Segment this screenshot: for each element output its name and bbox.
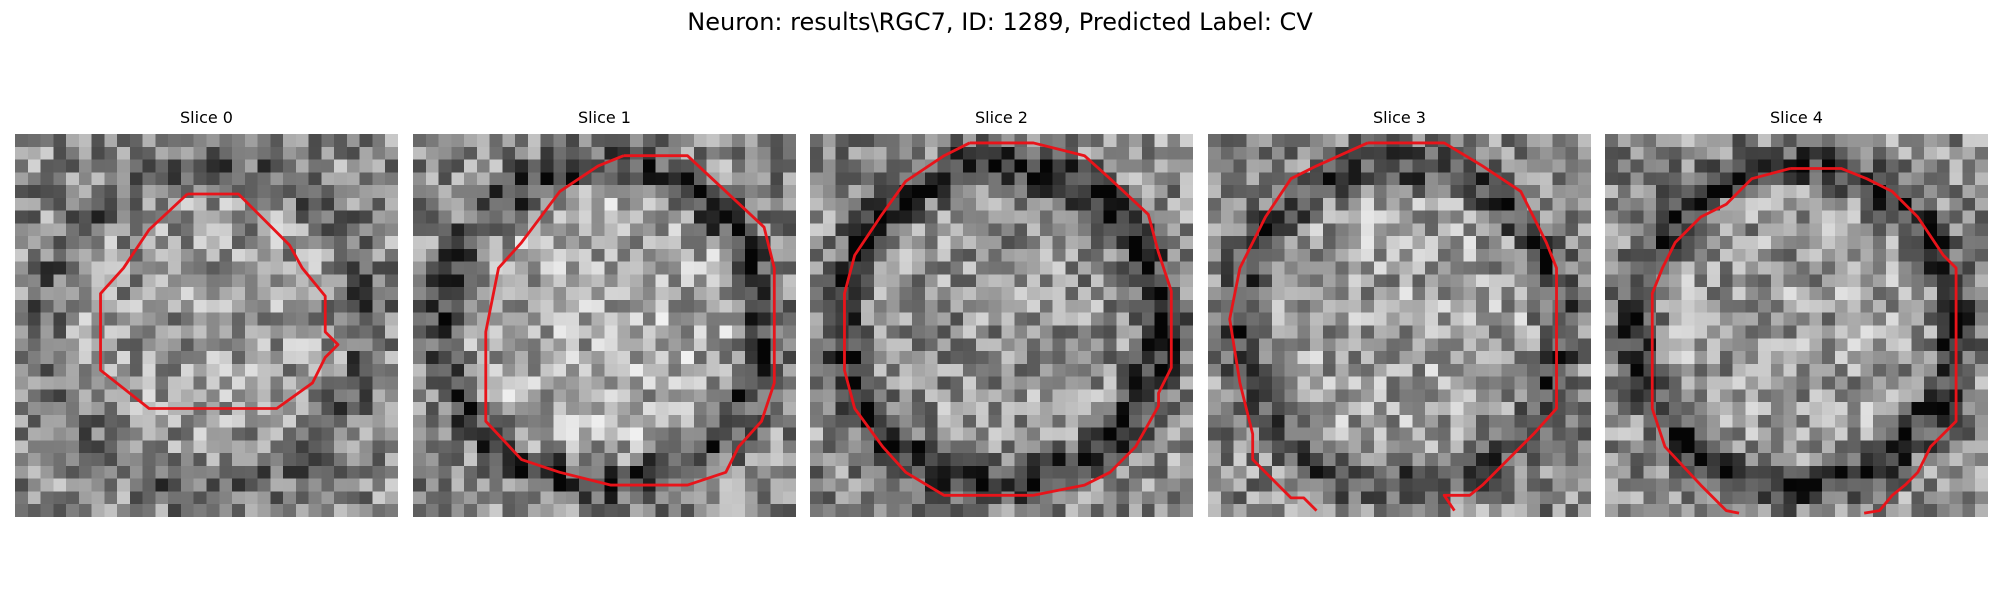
slice-title: Slice 1 [578,108,631,127]
slice-title: Slice 0 [180,108,233,127]
outline-path-segment [1228,141,1369,512]
slice-image [1605,134,1988,517]
outline-path [1367,141,1558,512]
figure-title: Neuron: results\RGC7, ID: 1289, Predicte… [687,8,1313,36]
outline-path [843,141,1173,497]
slice-panel-3: Slice 3 [1208,108,1591,518]
segmentation-outline [843,141,1173,497]
slice-panel-1: Slice 1 [413,108,796,518]
segmentation-outline [1650,167,1958,515]
outline-path [99,192,340,410]
segmentation-outline [99,192,340,410]
segmentation-outline [1228,141,1558,512]
slice-title: Slice 4 [1770,108,1823,127]
outline-path [1790,167,1958,515]
outline-path-segment [1650,167,1791,515]
outline-path [484,154,776,487]
slice-panel-0: Slice 0 [15,108,398,518]
segmentation-outline [484,154,776,487]
slice-panel-2: Slice 2 [810,108,1193,518]
slice-image [1208,134,1591,517]
slice-panel-4: Slice 4 [1605,108,1988,518]
slice-title: Slice 3 [1373,108,1426,127]
slice-title: Slice 2 [975,108,1028,127]
slice-image [15,134,398,517]
